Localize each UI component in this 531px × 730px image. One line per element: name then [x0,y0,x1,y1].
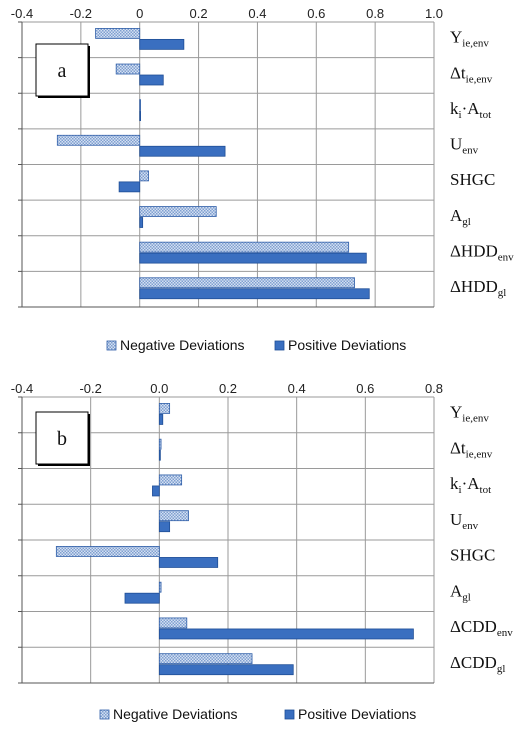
bar-negative-deviation [158,474,183,486]
bar-positive-deviation [158,414,164,425]
bar-negative-deviation [139,241,350,253]
bar-negative-deviation [158,438,162,450]
bar-positive-deviation [139,252,367,264]
x-tick-label: 0.4 [288,381,306,396]
bar-negative-deviation [55,546,160,557]
x-tick-label: 0.2 [219,381,237,396]
bar-negative-deviation [158,403,171,414]
bar-negative-deviation [139,170,149,182]
x-tick-label: 0.2 [190,6,208,21]
x-tick-label: -0.2 [79,381,101,396]
bar-negative-deviation [139,206,217,217]
bar-positive-deviation [139,74,164,86]
category-label: ΔCDDgl [450,653,505,675]
legend-swatch-positive [274,340,285,351]
category-label: Agl [450,206,471,228]
bar-positive-deviation [158,557,219,568]
x-tick-label: -0.4 [11,381,33,396]
legend-swatch-positive [284,709,295,720]
x-tick-label: 0 [136,6,143,21]
x-tick-label: -0.2 [70,6,92,21]
category-label: Δtie,env [450,438,493,460]
legend: Negative Deviations Positive Deviations [99,706,416,722]
category-label: ki·Atot [450,474,491,496]
bar-positive-deviation [158,449,161,461]
bar-positive-deviation [139,38,185,50]
bar-negative-deviation [158,510,189,522]
category-label: ΔHDDenv [450,241,514,263]
bar-positive-deviation [139,288,370,300]
category-label: ΔHDDgl [450,277,506,299]
category-label: Yie,env [450,403,489,425]
bar-positive-deviation [139,217,144,228]
x-tick-label: 0.6 [356,381,374,396]
category-label: Uenv [450,510,479,532]
bar-positive-deviation [158,628,414,640]
legend-swatch-negative [106,340,117,351]
x-tick-label: -0.4 [11,6,33,21]
x-tick-label: 0.8 [425,381,443,396]
panel-label-box [35,411,89,465]
panel-label-box [35,43,89,97]
legend-swatch-negative [99,709,110,720]
x-tick-label: 0.4 [248,6,266,21]
chart-panel-a: -0.4 -0.2 0 0.2 0.4 0.6 0.8 1.0 Yie,env Δtie,env k… [11,6,514,353]
x-tick-label: 0.0 [150,381,168,396]
category-label: Agl [450,581,471,603]
bar-negative-deviation [115,63,141,75]
bar-negative-deviation [139,99,141,111]
bar-negative-deviation [95,28,141,39]
bar-positive-deviation [152,485,160,497]
x-tick-label: 1.0 [425,6,443,21]
x-tick-label: 0.8 [366,6,384,21]
bar-negative-deviation [158,581,162,593]
x-tick-label: 0.6 [307,6,325,21]
bar-positive-deviation [124,592,160,604]
bar-negative-deviation [56,134,141,146]
category-label: Δtie,env [450,63,493,85]
legend-label-negative: Negative Deviations [113,706,238,722]
panel-label: b [57,428,67,450]
bar-positive-deviation [118,181,141,193]
bar-positive-deviation [158,521,171,533]
category-label: ki·Atot [450,99,491,121]
category-label: ΔCDDenv [450,617,513,639]
chart-panel-b: -0.4 -0.2 0.0 0.2 0.4 0.6 0.8 Yie,env Δtie,env ki… [11,381,513,722]
bar-positive-deviation [158,664,294,676]
legend: Negative Deviations Positive Deviations [106,337,406,353]
legend-label-positive: Positive Deviations [288,337,406,353]
bar-positive-deviation [139,145,226,157]
legend-label-positive: Positive Deviations [298,706,416,722]
category-label: Uenv [450,135,479,157]
bar-negative-deviation [139,277,355,289]
category-label: Yie,env [450,28,489,50]
bar-negative-deviation [158,617,188,629]
bar-negative-deviation [158,653,253,665]
panel-label: a [58,60,67,82]
bar-positive-deviation [139,110,141,122]
category-label: SHGC [450,546,495,565]
category-label: SHGC [450,170,495,189]
legend-label-negative: Negative Deviations [120,337,245,353]
